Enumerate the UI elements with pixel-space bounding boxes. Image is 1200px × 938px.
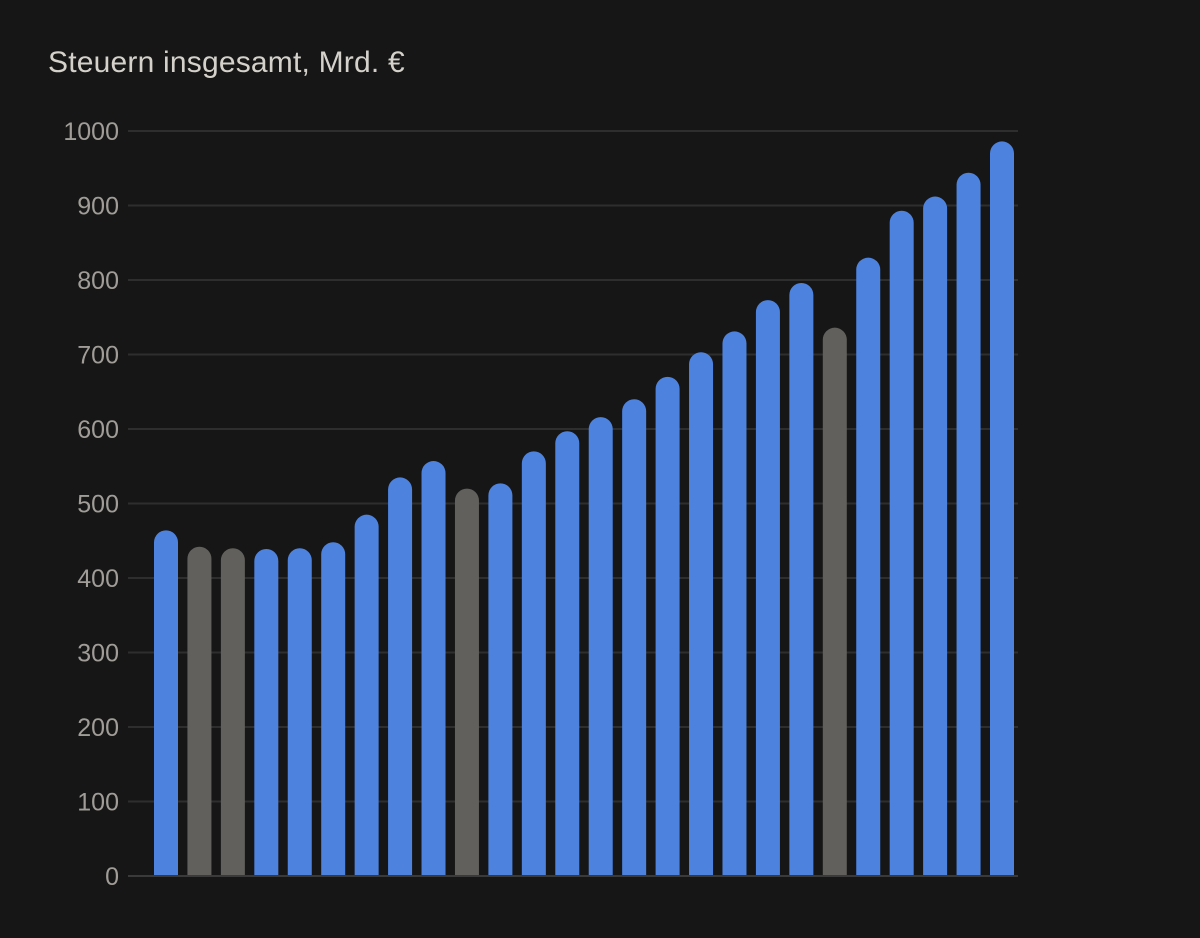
bar — [856, 257, 881, 876]
bars — [154, 141, 1014, 877]
bar — [187, 546, 212, 876]
bar — [488, 483, 513, 876]
y-tick-label: 900 — [77, 193, 119, 221]
bar — [622, 399, 647, 876]
bar — [220, 548, 245, 876]
bar — [321, 542, 346, 876]
bar — [722, 331, 747, 876]
y-tick-label: 500 — [77, 491, 119, 519]
bar — [689, 352, 714, 876]
y-tick-label: 600 — [77, 416, 119, 444]
bar — [923, 196, 948, 877]
bar — [154, 530, 178, 876]
bar — [454, 488, 479, 876]
bar — [655, 376, 680, 876]
bar — [287, 548, 312, 876]
y-tick-label: 1000 — [63, 118, 119, 146]
bar — [354, 514, 379, 876]
bar — [588, 417, 613, 876]
bar — [889, 210, 914, 877]
bar — [555, 431, 580, 876]
y-tick-label: 0 — [105, 863, 119, 891]
bar — [956, 172, 981, 877]
y-tick-label: 100 — [77, 789, 119, 817]
bar — [521, 451, 546, 876]
bar — [789, 282, 814, 876]
y-tick-label: 200 — [77, 714, 119, 742]
y-tick-label: 300 — [77, 640, 119, 668]
bar — [822, 327, 847, 876]
chart-title: Steuern insgesamt, Mrd. € — [48, 46, 405, 79]
bar — [421, 461, 446, 876]
bar — [254, 548, 279, 876]
y-tick-label: 700 — [77, 342, 119, 370]
y-tick-label: 800 — [77, 267, 119, 295]
y-axis-ticks: 0 100 200 300 400 500 600 700 800 900 1000 — [63, 118, 119, 891]
bar — [388, 477, 413, 876]
bar — [990, 141, 1014, 876]
bar — [755, 300, 780, 876]
y-tick-label: 400 — [77, 565, 119, 593]
